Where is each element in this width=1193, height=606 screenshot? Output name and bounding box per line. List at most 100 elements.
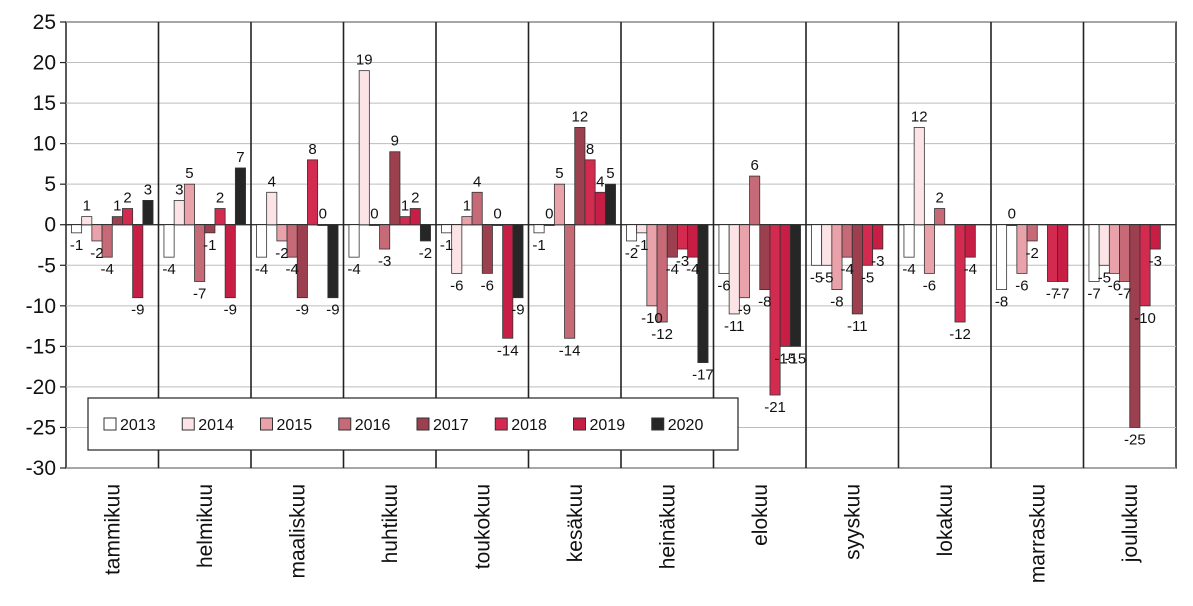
bar-2018-tammikuu — [122, 208, 134, 226]
y-tick-label: 0 — [44, 214, 56, 237]
data-label-2016-elokuu: 6 — [750, 157, 758, 174]
bar-2016-toukokuu — [471, 191, 483, 226]
legend-label-2015: 2015 — [277, 417, 313, 434]
y-tick-label: 15 — [33, 92, 56, 115]
category-label-marraskuu: marraskuu — [1026, 484, 1049, 583]
y-tick-label: -25 — [26, 416, 56, 439]
bar-2013-marraskuu — [996, 224, 1008, 291]
y-tick-label: 10 — [33, 133, 56, 156]
bar-2014-elokuu — [728, 224, 740, 315]
legend-label-2019: 2019 — [590, 417, 626, 434]
data-label-2019-lokakuu: -4 — [964, 261, 977, 278]
bar-2019-elokuu — [779, 224, 791, 347]
data-label-2016-kesäkuu: -14 — [559, 342, 581, 359]
bar-2013-kesäkuu — [533, 224, 545, 234]
data-label-2016-tammikuu: -4 — [100, 261, 113, 278]
data-label-2017-helmikuu: -1 — [203, 237, 216, 254]
category-label-helmikuu: helmikuu — [194, 484, 217, 568]
data-label-2018-joulukuu: -10 — [1134, 310, 1156, 327]
legend-swatch-2014 — [181, 417, 195, 431]
legend-label-2020: 2020 — [668, 417, 704, 434]
data-label-2017-syyskuu: -11 — [847, 318, 868, 335]
data-label-2014-marraskuu: 0 — [1008, 206, 1016, 223]
bar-2015-toukokuu — [461, 216, 473, 226]
data-label-2015-kesäkuu: 5 — [555, 165, 563, 182]
bar-2018-heinäkuu — [677, 224, 689, 250]
data-label-2018-kesäkuu: 8 — [586, 141, 594, 158]
data-label-2015-tammikuu: -2 — [90, 245, 103, 262]
category-label-maaliskuu: maaliskuu — [286, 484, 309, 579]
bar-2015-elokuu — [738, 224, 750, 299]
data-label-2017-joulukuu: -25 — [1124, 431, 1146, 448]
legend-label-2016: 2016 — [355, 417, 391, 434]
data-label-2014-toukokuu: -6 — [450, 277, 463, 294]
bar-2017-kesäkuu — [574, 127, 586, 226]
data-label-2018-marraskuu: -7 — [1046, 285, 1059, 302]
legend-label-2014: 2014 — [198, 417, 234, 434]
category-label-kesäkuu: kesäkuu — [564, 484, 587, 562]
data-label-2013-toukokuu: -1 — [440, 237, 453, 254]
legend-swatch-2015 — [260, 417, 273, 431]
data-label-2019-tammikuu: -9 — [131, 302, 144, 319]
data-label-2014-huhtikuu: 19 — [356, 52, 373, 69]
data-label-2013-maaliskuu: -4 — [255, 261, 268, 278]
data-label-2014-elokuu: -11 — [724, 318, 745, 335]
data-label-2018-helmikuu: 2 — [216, 190, 224, 207]
data-label-2014-syyskuu: -5 — [820, 269, 833, 286]
data-label-2019-toukokuu: -14 — [497, 342, 519, 359]
data-label-2014-heinäkuu: -1 — [635, 237, 648, 254]
legend-label-2017: 2017 — [433, 417, 469, 434]
data-label-2016-lokakuu: 2 — [935, 190, 943, 207]
bar-2015-marraskuu — [1016, 224, 1028, 274]
y-tick-label: 5 — [44, 173, 56, 196]
data-label-2015-helmikuu: 5 — [185, 165, 193, 182]
bar-2019-toukokuu — [502, 224, 514, 339]
data-label-2015-lokakuu: -6 — [923, 277, 936, 294]
data-label-2015-elokuu: -9 — [738, 302, 751, 319]
data-label-2016-helmikuu: -7 — [193, 285, 206, 302]
bar-2015-huhtikuu — [368, 224, 380, 226]
legend-label-2018: 2018 — [511, 417, 547, 434]
category-label-joulukuu: joulukuu — [1119, 484, 1142, 563]
data-label-2019-maaliskuu: 0 — [319, 206, 327, 223]
bar-2020-heinäkuu — [697, 224, 709, 363]
legend-label-2013: 2013 — [120, 417, 156, 434]
bar-2020-elokuu — [789, 224, 801, 347]
y-tick-label: -30 — [26, 457, 56, 480]
bar-2020-maaliskuu — [327, 224, 339, 299]
data-label-2019-huhtikuu: 2 — [411, 190, 419, 207]
y-tick-label: -10 — [26, 295, 56, 318]
data-label-2017-kesäkuu: 12 — [572, 108, 589, 125]
bar-2014-syyskuu — [821, 224, 833, 266]
y-tick-label: -20 — [26, 376, 56, 399]
bar-2019-joulukuu — [1149, 224, 1161, 250]
data-label-2018-syyskuu: -5 — [861, 269, 874, 286]
data-label-2015-huhtikuu: 0 — [370, 206, 378, 223]
category-label-syyskuu: syyskuu — [841, 484, 864, 560]
bar-2014-lokakuu — [913, 127, 925, 226]
data-labels: -11-2-41 2-93-435-7-12-97-44-2-4-980-9-41… — [70, 52, 1162, 449]
data-label-2017-toukokuu: -6 — [481, 277, 494, 294]
bar-2015-kesäkuu — [553, 183, 565, 226]
bar-2013-toukokuu — [441, 224, 453, 234]
bar-2019-lokakuu — [964, 224, 976, 258]
bar-2013-elokuu — [718, 224, 730, 274]
category-label-toukokuu: toukokuu — [471, 484, 494, 569]
legend-swatch-2016 — [338, 417, 352, 431]
bar-2014-tammikuu — [81, 216, 93, 226]
bar-2019-maaliskuu — [317, 224, 329, 226]
bar-2017-tammikuu — [111, 216, 123, 226]
bar-2018-kesäkuu — [584, 159, 596, 226]
bar-2016-joulukuu — [1119, 224, 1131, 282]
bar-2014-marraskuu — [1006, 224, 1018, 226]
data-label-2013-marraskuu: -8 — [995, 294, 1008, 311]
data-label-2020-elokuu: -15 — [785, 350, 807, 367]
data-label-2015-toukokuu: 1 — [463, 198, 471, 215]
bar-2016-helmikuu — [194, 224, 206, 282]
data-label-2013-heinäkuu: -2 — [625, 245, 638, 262]
bar-2019-syyskuu — [872, 224, 884, 250]
data-label-2019-joulukuu: -3 — [1149, 253, 1162, 270]
data-label-2020-heinäkuu: -17 — [692, 367, 714, 384]
data-label-2014-kesäkuu: 0 — [545, 206, 553, 223]
bar-2018-joulukuu — [1139, 224, 1151, 307]
